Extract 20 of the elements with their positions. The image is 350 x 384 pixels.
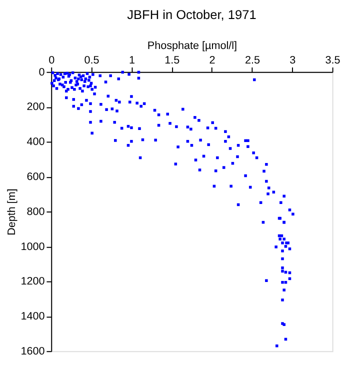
x-tick-label: 3 [290,54,296,67]
x-tick-label: 2.5 [244,54,260,67]
x-tick-label: 0.5 [84,54,100,67]
y-tick-label: 1200 [20,276,45,288]
y-axis-title: Depth [m] [6,188,18,236]
y-tick-label: 800 [26,206,45,218]
chart-title: JBFH in October, 1971 [127,6,256,22]
x-tick-label: 1.5 [164,54,180,67]
x-axis-title: Phosphate [µmol/l] [147,40,238,52]
y-tick-label: 200 [26,101,45,114]
x-tick-label: 0 [48,54,55,67]
y-tick-label: 1400 [20,310,45,323]
y-tick-label: 400 [26,136,45,148]
y-tick-label: 0 [38,66,45,78]
x-tick-label: 1 [128,54,135,67]
x-tick-label: 2 [209,54,216,67]
y-tick-label: 1600 [20,346,45,358]
x-tick-label: 3.5 [325,54,340,67]
y-tick-label: 600 [26,171,45,184]
y-tick-label: 1000 [20,240,45,253]
